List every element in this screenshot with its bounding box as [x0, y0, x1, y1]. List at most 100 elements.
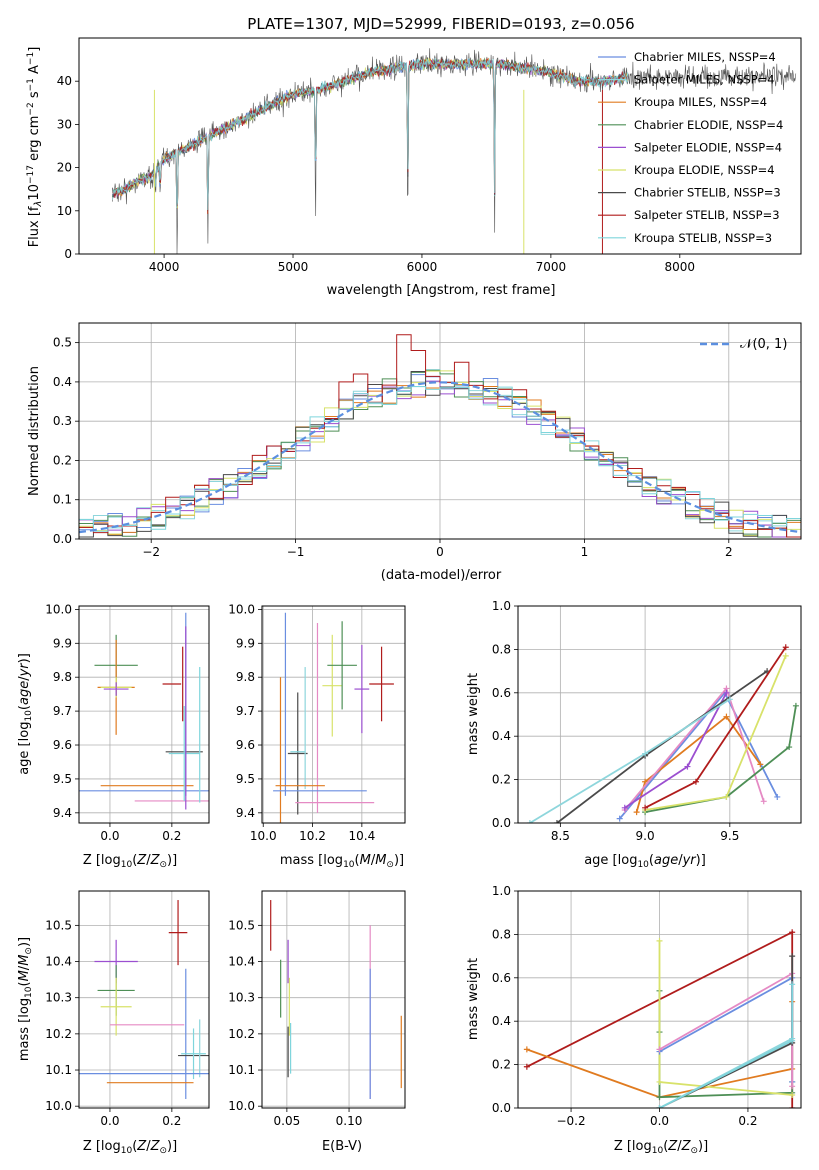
spectrum-xtick-label-2: 6000 — [407, 260, 438, 274]
z-weight-series-2-marker-2 — [656, 1094, 663, 1101]
mass-age-panel: 10.0 10.2 10.4 9.4 9.5 9.6 9.7 9.8 9.9 10.0 mass … — [228, 602, 406, 870]
ebv-mass-plot-area: 0.05 0.10 10.0 10.1 10.2 10.3 10.4 10.5 — [228, 890, 406, 1128]
spectrum-ytick-label-3: 30 — [57, 117, 72, 131]
gaussian-legend-label: 𝒩(0, 1) — [740, 337, 787, 352]
spectrum-legend-label-5: Kroupa ELODIE, NSSP=4 — [634, 163, 775, 177]
spectrum-ytick-label-0: 0 — [64, 247, 72, 261]
residuals-ytick-label-4: 0.4 — [53, 375, 72, 389]
mass-age-xtick-label-1: 10.2 — [299, 829, 326, 843]
spectrum-ylabel: Flux [fλ10−17 erg cm−2 s−1 A−1] — [26, 47, 44, 248]
ebv-mass-panel: 0.05 0.10 10.0 10.1 10.2 10.3 10.4 10.5 E(B-V) — [228, 890, 406, 1154]
residuals-ylabel: Normed distribution — [27, 366, 42, 496]
mass-age-point-11 — [354, 644, 370, 734]
z-mass-xtick-label-0: 0.0 — [100, 1114, 119, 1128]
mass-age-ytick-label-0: 9.4 — [236, 806, 255, 820]
residuals-legend: 𝒩(0, 1) — [700, 337, 787, 352]
age-weight-series-0-marker-2 — [774, 793, 781, 800]
z-age-ytick-label-1: 9.5 — [53, 772, 72, 786]
age-weight-series-3-marker-2 — [723, 689, 730, 696]
z-weight-panel: −0.2 0.0 0.2 0.0 0.2 0.4 0.6 0.8 1.0 Z [log10(Z/… — [466, 884, 802, 1156]
z-mass-ytick-label-1: 10.1 — [45, 1063, 72, 1077]
z-age-ylabel: age [log10(age/yr)] — [17, 653, 34, 775]
z-weight-ytick-label-0: 0.0 — [492, 1101, 511, 1115]
mass-age-point-2 — [287, 692, 308, 815]
z-mass-xtick-label-1: 0.2 — [162, 1114, 181, 1128]
z-age-xtick-label-0: 0.0 — [100, 829, 119, 843]
spectrum-legend-label-2: Kroupa MILES, NSSP=4 — [634, 95, 767, 109]
residual-histogram-8 — [79, 386, 801, 532]
age-weight-series-1 — [635, 715, 762, 813]
z-weight-xlabel: Z [log10(Z/Z⊙)] — [614, 1139, 708, 1156]
age-weight-series-5-marker-0 — [526, 820, 533, 823]
age-weight-xtick-label-0: 8.5 — [551, 829, 570, 843]
residuals-data — [79, 334, 801, 538]
spectrum-title: PLATE=1307, MJD=52999, FIBERID=0193, z=0… — [247, 15, 634, 33]
age-weight-series-3-marker-0 — [621, 804, 628, 811]
ebv-mass-ytick-label-0: 10.0 — [228, 1099, 255, 1113]
z-mass-ytick-label-0: 10.0 — [45, 1099, 72, 1113]
age-weight-series-0-marker-0 — [616, 815, 623, 822]
residual-histogram-6 — [79, 370, 801, 538]
z-weight-ytick-label-4: 0.8 — [492, 927, 511, 941]
z-weight-series-1-marker-0 — [523, 1046, 530, 1053]
mass-age-ytick-label-4: 9.8 — [236, 670, 255, 684]
spectrum-xtick-label-0: 4000 — [149, 260, 180, 274]
z-age-ytick-label-6: 10.0 — [45, 602, 72, 616]
z-age-ytick-label-4: 9.8 — [53, 670, 72, 684]
z-weight-series-8-marker-0 — [656, 1105, 663, 1108]
spectrum-legend: Chabrier MILES, NSSP=4 Salpeter MILES, NS… — [598, 50, 783, 245]
age-weight-plot-area: 8.5 9.0 9.5 0.0 0.2 0.4 0.6 0.8 1.0 — [492, 599, 802, 843]
spectrum-legend-label-6: Chabrier STELIB, NSSP=3 — [634, 186, 781, 200]
age-weight-series-8-marker-1 — [692, 778, 699, 785]
spectrum-xtick-label-1: 5000 — [278, 260, 309, 274]
age-weight-frame — [517, 605, 802, 824]
z-weight-series-6-marker-2 — [789, 953, 796, 960]
spectrum-legend-label-1: Salpeter MILES, NSSP=4 — [634, 73, 775, 87]
mass-age-frame — [261, 605, 406, 824]
z-age-plot-area: 0.0 0.2 9.4 9.5 9.6 9.7 9.8 9.9 10.0 — [45, 602, 210, 843]
age-weight-series-5-marker-2 — [726, 696, 733, 703]
spectrum-ytick-label-1: 10 — [57, 204, 72, 218]
age-weight-series-5-marker-1 — [642, 750, 649, 757]
age-weight-series-1-marker-1 — [642, 778, 649, 785]
z-weight-series-3-marker-2 — [789, 1091, 796, 1098]
z-mass-ytick-label-3: 10.3 — [45, 991, 72, 1005]
age-weight-xlabel: age [log10(age/yr)] — [584, 853, 706, 870]
spectrum-data — [112, 48, 797, 254]
z-weight-series-0-marker-1 — [789, 929, 796, 936]
z-mass-plot-area: 0.0 0.2 10.0 10.1 10.2 10.3 10.4 10.5 — [45, 890, 210, 1128]
residuals-xlabel: (data-model)/error — [381, 568, 502, 583]
mass-age-point-12 — [369, 646, 394, 722]
mass-age-ytick-label-2: 9.6 — [236, 738, 255, 752]
z-weight-series-5 — [659, 971, 794, 1087]
age-weight-series-1-marker-2 — [723, 713, 730, 720]
residuals-plot-area: −2 −1 0 1 2 0.0 0.1 0.2 0.3 0.4 0.5 — [53, 322, 802, 559]
mass-age-ytick-label-1: 9.5 — [236, 772, 255, 786]
spectrum-xtick-label-4: 8000 — [665, 260, 696, 274]
spectrum-legend-label-3: Chabrier ELODIE, NSSP=4 — [634, 118, 783, 132]
z-weight-ytick-label-1: 0.2 — [492, 1058, 511, 1072]
mass-age-xtick-label-2: 10.4 — [348, 829, 375, 843]
age-weight-series-2-marker-2 — [760, 798, 767, 805]
mass-age-plot-area: 10.0 10.2 10.4 9.4 9.5 9.6 9.7 9.8 9.9 10.0 — [228, 602, 406, 843]
residuals-ytick-label-3: 0.3 — [53, 414, 72, 428]
age-weight-series-1-marker-0 — [633, 809, 640, 816]
z-weight-series-0-marker-2 — [789, 1105, 796, 1108]
z-weight-series-0-marker-0 — [523, 1063, 530, 1070]
z-mass-point-2 — [100, 977, 132, 1036]
spectrum-legend-label-8: Kroupa STELIB, NSSP=3 — [634, 231, 772, 245]
z-age-data — [79, 612, 209, 810]
age-weight-series-7-marker-2 — [782, 652, 789, 659]
ebv-mass-ytick-label-3: 10.3 — [228, 991, 255, 1005]
z-mass-data — [79, 900, 209, 1099]
age-weight-series-4-marker-0 — [553, 820, 560, 823]
age-weight-series-6 — [644, 705, 797, 813]
z-mass-point-4 — [168, 900, 188, 966]
residuals-xtick-label-3: 1 — [581, 545, 589, 559]
spectrum-legend-label-7: Salpeter STELIB, NSSP=3 — [634, 208, 780, 222]
ebv-mass-ytick-label-2: 10.2 — [228, 1027, 255, 1041]
age-weight-xtick-label-1: 9.0 — [636, 829, 655, 843]
age-weight-ytick-label-2: 0.4 — [492, 729, 511, 743]
z-weight-xtick-label-0: −0.2 — [556, 1114, 585, 1128]
ebv-mass-xtick-label-1: 0.10 — [336, 1114, 363, 1128]
